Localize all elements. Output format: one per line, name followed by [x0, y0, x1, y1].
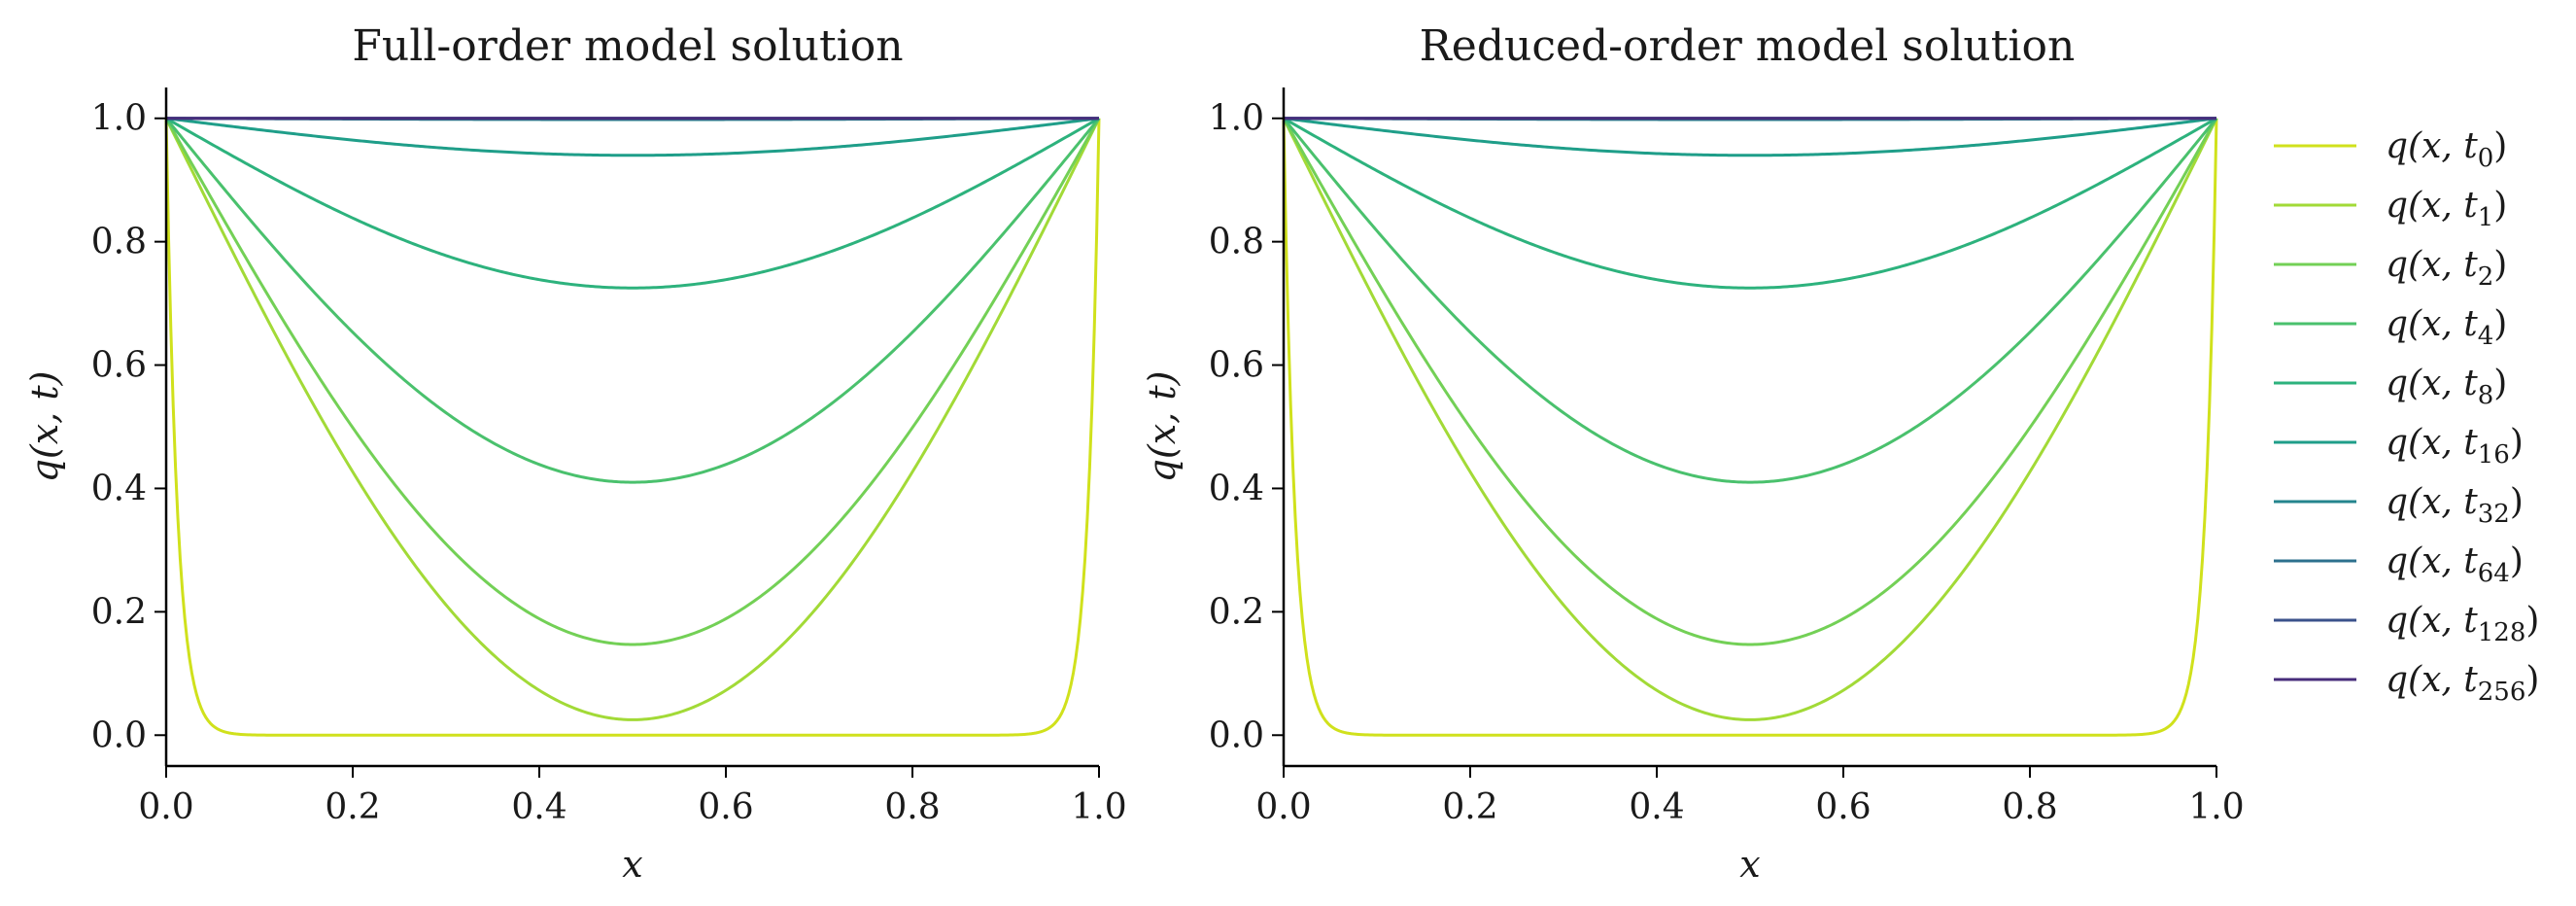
legend-label: q(x, t8)	[2386, 364, 2507, 410]
panel-reduced-order: Reduced-order model solution 0.0 0.2 0.4 0.…	[1141, 21, 2245, 886]
y-tick-label: 0.4	[1209, 469, 1264, 508]
x-axis-label: x	[622, 843, 642, 886]
legend-entry: q(x, t4)	[2274, 304, 2507, 351]
legend-label-base: q(x, t	[2386, 482, 2478, 522]
legend-label-close: )	[2493, 186, 2507, 226]
y-tick-label: 0.8	[1209, 223, 1264, 262]
legend-label-close: )	[2510, 423, 2524, 463]
legend-label-close: )	[2493, 126, 2507, 166]
x-tick-label: 1.0	[1071, 787, 1126, 827]
legend-label: q(x, t32)	[2386, 482, 2524, 529]
legend-label-base: q(x, t	[2386, 245, 2478, 285]
series-line-2	[1282, 117, 2218, 646]
y-tick-label: 0.0	[91, 715, 147, 755]
y-tick-label: 0.8	[91, 223, 147, 262]
legend-label-close: )	[2493, 304, 2507, 344]
legend-label-base: q(x, t	[2386, 126, 2478, 166]
panel-title: Full-order model solution	[352, 21, 903, 71]
x-tick-label: 0.4	[1629, 787, 1684, 827]
x-tick-label: 0.4	[511, 787, 567, 827]
x-tick-label: 0.6	[698, 787, 753, 827]
y-tick-label: 0.6	[91, 346, 147, 386]
legend-label: q(x, t64)	[2386, 541, 2524, 588]
legend-label-base: q(x, t	[2386, 186, 2478, 226]
y-tick-label: 0.2	[1209, 592, 1264, 632]
legend-label: q(x, t128)	[2386, 601, 2539, 647]
y-tick-label: 0.6	[1209, 346, 1264, 386]
legend-label: q(x, t256)	[2386, 660, 2539, 707]
legend-label-subscript: 256	[2478, 678, 2526, 707]
series-line-1	[164, 118, 1101, 721]
legend-label-subscript: 32	[2478, 500, 2510, 529]
legend-label-close: )	[2510, 482, 2524, 522]
x-tick-label: 0.8	[2002, 787, 2057, 827]
legend-label: q(x, t2)	[2386, 245, 2507, 292]
x-tick-label: 1.0	[2188, 787, 2244, 827]
y-tick-label: 0.2	[91, 592, 147, 632]
y-tick-label: 0.0	[1209, 715, 1264, 755]
legend-label-subscript: 0	[2478, 144, 2494, 173]
legend-label-close: )	[2525, 660, 2539, 700]
legend-entry: q(x, t64)	[2274, 541, 2524, 588]
legend-label: q(x, t0)	[2386, 126, 2507, 173]
y-axis-label: q(x, t)	[23, 371, 66, 483]
legend-label: q(x, t4)	[2386, 304, 2507, 351]
series-line-3	[1282, 117, 2218, 484]
legend-entry: q(x, t16)	[2274, 423, 2524, 470]
legend-entry: q(x, t32)	[2274, 482, 2524, 529]
legend-label-close: )	[2510, 541, 2524, 581]
x-tick-label: 0.0	[138, 787, 193, 827]
x-tick-label: 0.0	[1255, 787, 1311, 827]
legend-label-close: )	[2525, 601, 2539, 641]
series-line-2	[164, 117, 1101, 646]
legend-entry: q(x, t1)	[2274, 186, 2507, 232]
series-line-3	[164, 117, 1101, 484]
legend-label-base: q(x, t	[2386, 660, 2478, 700]
x-tick-label: 0.2	[1442, 787, 1497, 827]
legend-label-subscript: 64	[2478, 559, 2510, 588]
legend-label-subscript: 1	[2478, 203, 2494, 232]
series-line-4	[165, 117, 1100, 290]
x-tick-label: 0.2	[325, 787, 380, 827]
legend-label: q(x, t16)	[2386, 423, 2524, 470]
legend-label-subscript: 16	[2478, 440, 2510, 470]
series-line-0	[1282, 118, 2218, 737]
y-tick-label: 1.0	[91, 99, 147, 139]
legend-label-subscript: 128	[2478, 618, 2526, 647]
legend-label-base: q(x, t	[2386, 601, 2478, 641]
series-line-1	[1282, 118, 2218, 721]
legend: q(x, t0)q(x, t1)q(x, t2)q(x, t4)q(x, t8)…	[2274, 126, 2539, 707]
legend-label-subscript: 8	[2478, 381, 2494, 410]
legend-label: q(x, t1)	[2386, 186, 2507, 232]
series-line-5	[165, 117, 1100, 157]
x-axis-label: x	[1739, 843, 1760, 886]
y-tick-label: 0.4	[91, 469, 147, 508]
panel-title: Reduced-order model solution	[1420, 21, 2076, 71]
legend-label-close: )	[2493, 245, 2507, 285]
legend-entry: q(x, t0)	[2274, 126, 2507, 173]
legend-label-close: )	[2493, 364, 2507, 403]
legend-label-subscript: 4	[2478, 322, 2494, 351]
y-axis-label: q(x, t)	[1141, 371, 1184, 483]
panel-full-order: Full-order model solution 0.0 0.2 0.4 0.6 0.…	[23, 21, 1127, 886]
legend-entry: q(x, t8)	[2274, 364, 2507, 410]
series-line-0	[164, 118, 1101, 737]
x-tick-label: 0.6	[1815, 787, 1871, 827]
series-line-4	[1283, 117, 2217, 290]
x-tick-label: 0.8	[884, 787, 940, 827]
legend-label-base: q(x, t	[2386, 364, 2478, 403]
legend-entry: q(x, t128)	[2274, 601, 2539, 647]
legend-label-base: q(x, t	[2386, 541, 2478, 581]
legend-label-subscript: 2	[2478, 262, 2494, 292]
y-tick-label: 1.0	[1209, 99, 1264, 139]
series-line-5	[1283, 117, 2217, 157]
legend-label-base: q(x, t	[2386, 423, 2478, 463]
legend-label-base: q(x, t	[2386, 304, 2478, 344]
legend-entry: q(x, t256)	[2274, 660, 2539, 707]
legend-entry: q(x, t2)	[2274, 245, 2507, 292]
